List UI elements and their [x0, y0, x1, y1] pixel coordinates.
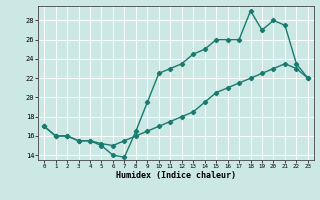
X-axis label: Humidex (Indice chaleur): Humidex (Indice chaleur) [116, 171, 236, 180]
